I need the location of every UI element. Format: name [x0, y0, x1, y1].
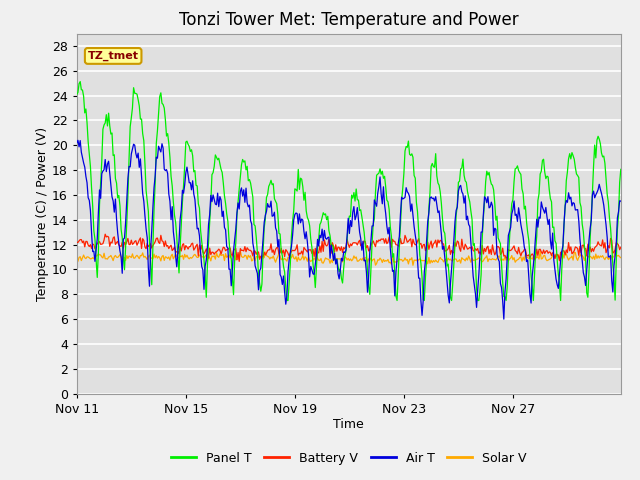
- Y-axis label: Temperature (C) / Power (V): Temperature (C) / Power (V): [36, 127, 49, 300]
- X-axis label: Time: Time: [333, 419, 364, 432]
- Legend: Panel T, Battery V, Air T, Solar V: Panel T, Battery V, Air T, Solar V: [166, 447, 531, 469]
- Title: Tonzi Tower Met: Temperature and Power: Tonzi Tower Met: Temperature and Power: [179, 11, 518, 29]
- Text: TZ_tmet: TZ_tmet: [88, 51, 139, 61]
